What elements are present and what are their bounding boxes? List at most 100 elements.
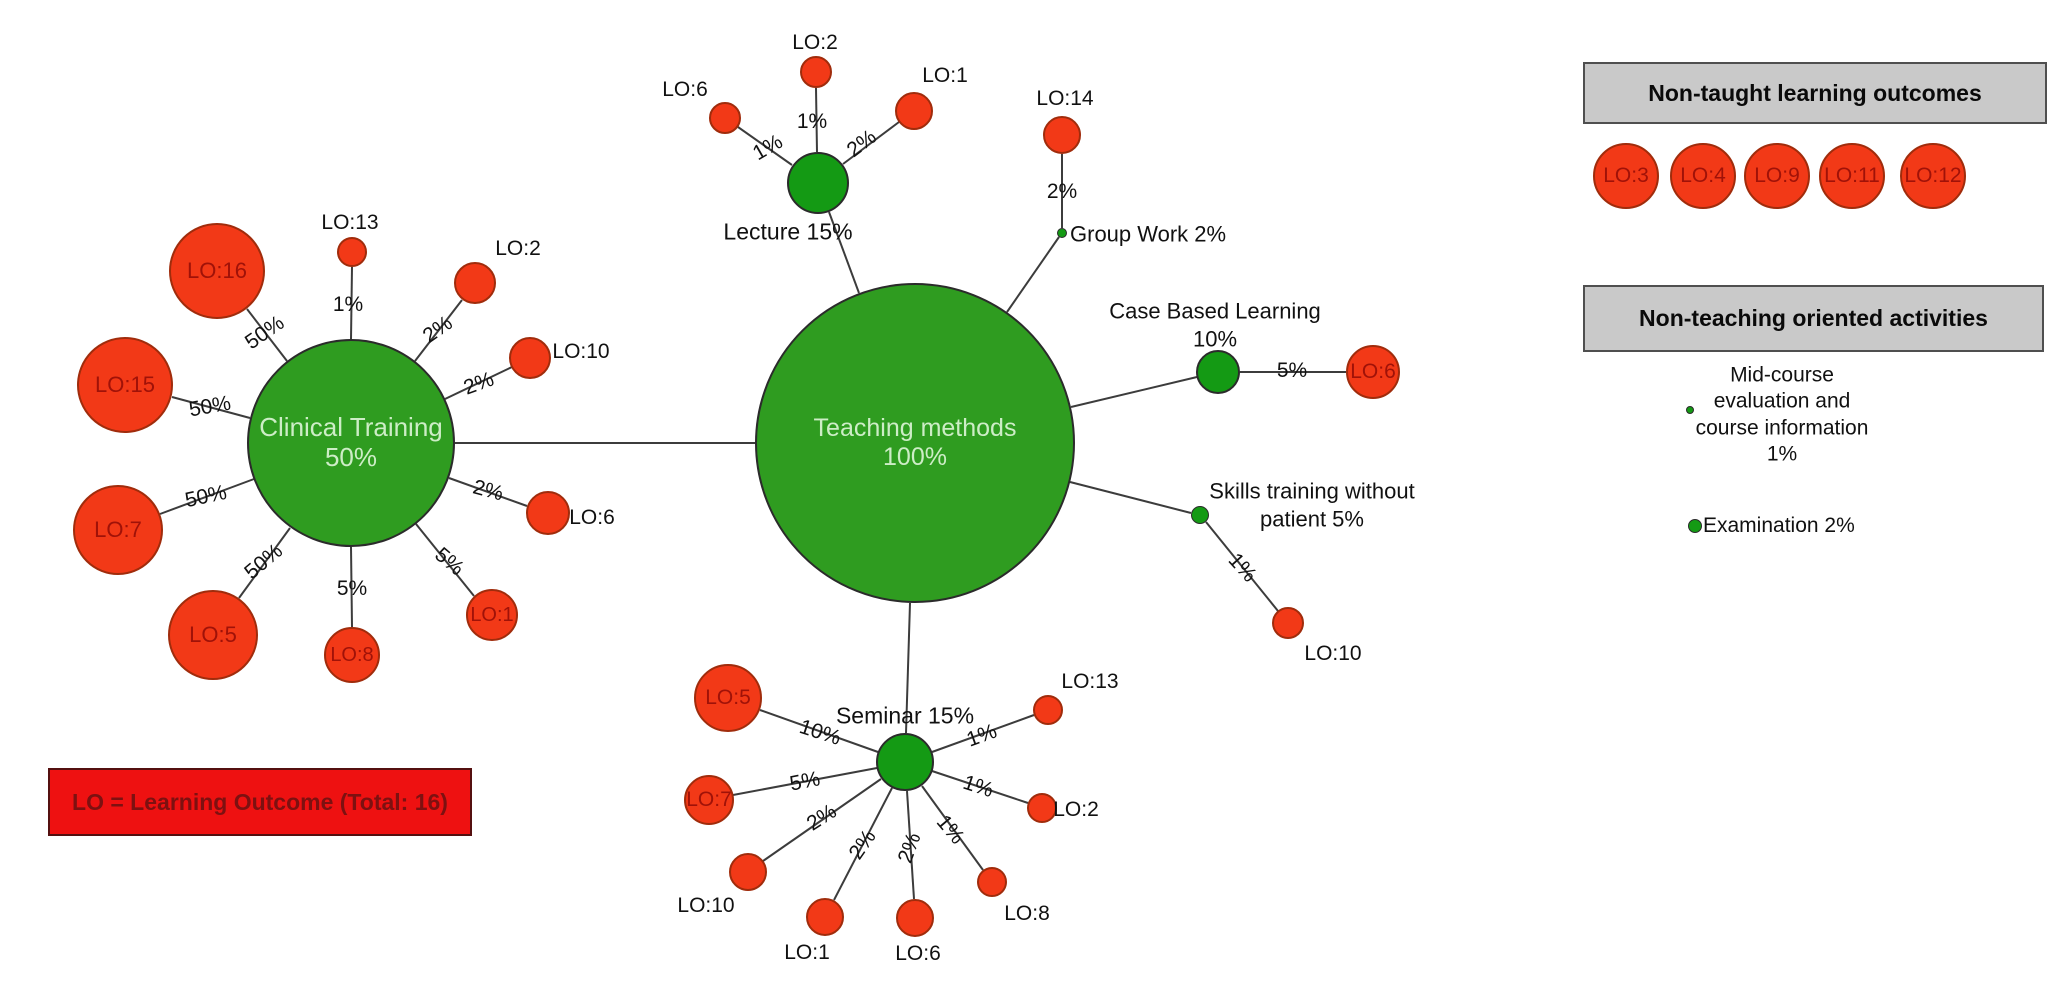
node-ct-lo7: LO:7 <box>73 485 163 575</box>
node-label-outcome-lo11: LO:11 <box>1824 163 1880 187</box>
node-ct-lo2 <box>454 262 496 304</box>
node-group-work <box>1057 228 1067 238</box>
node-clinical-training: Clinical Training 50% <box>247 339 455 547</box>
node-label-ct-lo15: LO:15 <box>95 372 155 398</box>
node-skills-training <box>1191 506 1209 524</box>
sem-lo2-label: LO:2 <box>1053 797 1099 821</box>
edge-line-16 <box>737 126 793 166</box>
node-sem-lo5: LO:5 <box>694 664 762 732</box>
seminar-label: Seminar 15% <box>835 702 975 729</box>
ct-lo13-label: LO:13 <box>321 210 379 234</box>
activity-label-0: Mid-course evaluation and course informa… <box>1695 363 1869 466</box>
edge-label-20: 5% <box>1276 359 1308 382</box>
edge-line-2 <box>1006 236 1060 313</box>
edge-line-18 <box>842 121 900 165</box>
ct-lo2-label: LO:2 <box>495 236 541 260</box>
node-label-ct-lo1: LO:1 <box>470 603 514 626</box>
lec-lo6-label: LO:6 <box>662 77 708 101</box>
edge-line-15 <box>448 477 528 507</box>
edge-line-7 <box>350 266 353 340</box>
edge-line-4 <box>1069 481 1192 514</box>
edge-line-1 <box>828 211 860 294</box>
node-label-outcome-lo9: LO:9 <box>1754 163 1800 187</box>
edge-line-12 <box>238 527 291 599</box>
node-label-outcome-lo3: LO:3 <box>1603 163 1649 187</box>
node-ct-lo1: LO:1 <box>466 589 518 641</box>
edge-label-17: 1% <box>796 110 828 133</box>
node-lec-lo1 <box>895 92 933 130</box>
edge-line-11 <box>159 478 255 515</box>
node-sem-lo1 <box>806 898 844 936</box>
node-label-teaching-methods: Teaching methods 100% <box>813 414 1017 471</box>
node-ct-lo13 <box>337 237 367 267</box>
edge-line-14 <box>415 523 475 597</box>
node-outcome-lo12: LO:12 <box>1900 143 1966 209</box>
edge-line-9 <box>444 366 513 400</box>
edge-line-25 <box>833 787 893 901</box>
legend-label: LO = Learning Outcome (Total: 16) <box>72 788 448 815</box>
cbl-label: Case Based Learning 10% <box>1109 298 1321 352</box>
node-label-ct-lo7: LO:7 <box>94 517 142 543</box>
node-seminar <box>876 733 934 791</box>
node-ct-lo8: LO:8 <box>324 627 380 683</box>
non-teaching-activities-title: Non-teaching oriented activities <box>1639 305 1988 331</box>
edge-line-26 <box>906 790 915 900</box>
node-label-cbl-lo6: LO:6 <box>1350 359 1396 383</box>
group-work-label: Group Work 2% <box>1070 221 1227 247</box>
edge-label-13: 5% <box>336 577 368 600</box>
node-outcome-lo4: LO:4 <box>1670 143 1736 209</box>
node-ct-lo5: LO:5 <box>168 590 258 680</box>
node-cbl-lo6: LO:6 <box>1346 345 1400 399</box>
edge-line-6 <box>246 308 288 362</box>
edge-line-21 <box>1205 521 1279 612</box>
node-label-clinical-training: Clinical Training 50% <box>259 412 443 472</box>
node-ct-lo15: LO:15 <box>77 337 173 433</box>
sem-lo8-label: LO:8 <box>1004 901 1050 925</box>
node-label-ct-lo5: LO:5 <box>189 622 237 648</box>
node-lec-lo2 <box>800 56 832 88</box>
lecture-label: Lecture 15% <box>723 218 853 245</box>
node-outcome-lo3: LO:3 <box>1593 143 1659 209</box>
node-lecture <box>787 152 849 214</box>
node-activity-dot-1 <box>1688 519 1702 533</box>
sem-lo13-label: LO:13 <box>1061 669 1119 693</box>
non-taught-outcomes-box: Non-taught learning outcomes <box>1583 62 2047 124</box>
edge-line-3 <box>1070 376 1198 408</box>
ct-lo10-label: LO:10 <box>552 339 610 363</box>
legend-box: LO = Learning Outcome (Total: 16) <box>48 768 472 836</box>
sem-lo6-label: LO:6 <box>895 941 941 965</box>
node-label-sem-lo7: LO:7 <box>686 787 732 811</box>
skills-label: Skills training without patient 5% <box>1209 478 1415 532</box>
node-outcome-lo9: LO:9 <box>1744 143 1810 209</box>
gw-lo14-label: LO:14 <box>1036 86 1094 110</box>
node-sem-lo10 <box>729 853 767 891</box>
node-gw-lo14 <box>1043 116 1081 154</box>
edge-label-7: 1% <box>332 293 364 316</box>
node-ct-lo10 <box>509 337 551 379</box>
node-activity-dot-0 <box>1686 406 1694 414</box>
lec-lo1-label: LO:1 <box>922 63 968 87</box>
node-sk-lo10 <box>1272 607 1304 639</box>
node-lec-lo6 <box>709 102 741 134</box>
non-teaching-activities-box: Non-teaching oriented activities <box>1583 285 2044 352</box>
lec-lo2-label: LO:2 <box>792 30 838 54</box>
node-sem-lo8 <box>977 867 1007 897</box>
edge-line-5 <box>905 602 911 734</box>
edge-line-28 <box>931 770 1029 804</box>
node-sem-lo6 <box>896 899 934 937</box>
non-taught-outcomes-title: Non-taught learning outcomes <box>1648 79 1982 106</box>
ct-lo6-label: LO:6 <box>569 505 615 529</box>
edge-line-22 <box>759 709 879 753</box>
edge-line-8 <box>414 299 463 362</box>
edge-line-27 <box>921 785 984 871</box>
activity-label-1: Examination 2% <box>1703 513 1855 537</box>
edge-line-17 <box>815 87 818 153</box>
node-ct-lo6 <box>526 491 570 535</box>
edge-line-23 <box>732 767 878 796</box>
sk-lo10-label: LO:10 <box>1304 641 1362 665</box>
node-case-based-learning <box>1196 350 1240 394</box>
node-sem-lo2 <box>1027 793 1057 823</box>
node-teaching-methods: Teaching methods 100% <box>755 283 1075 603</box>
